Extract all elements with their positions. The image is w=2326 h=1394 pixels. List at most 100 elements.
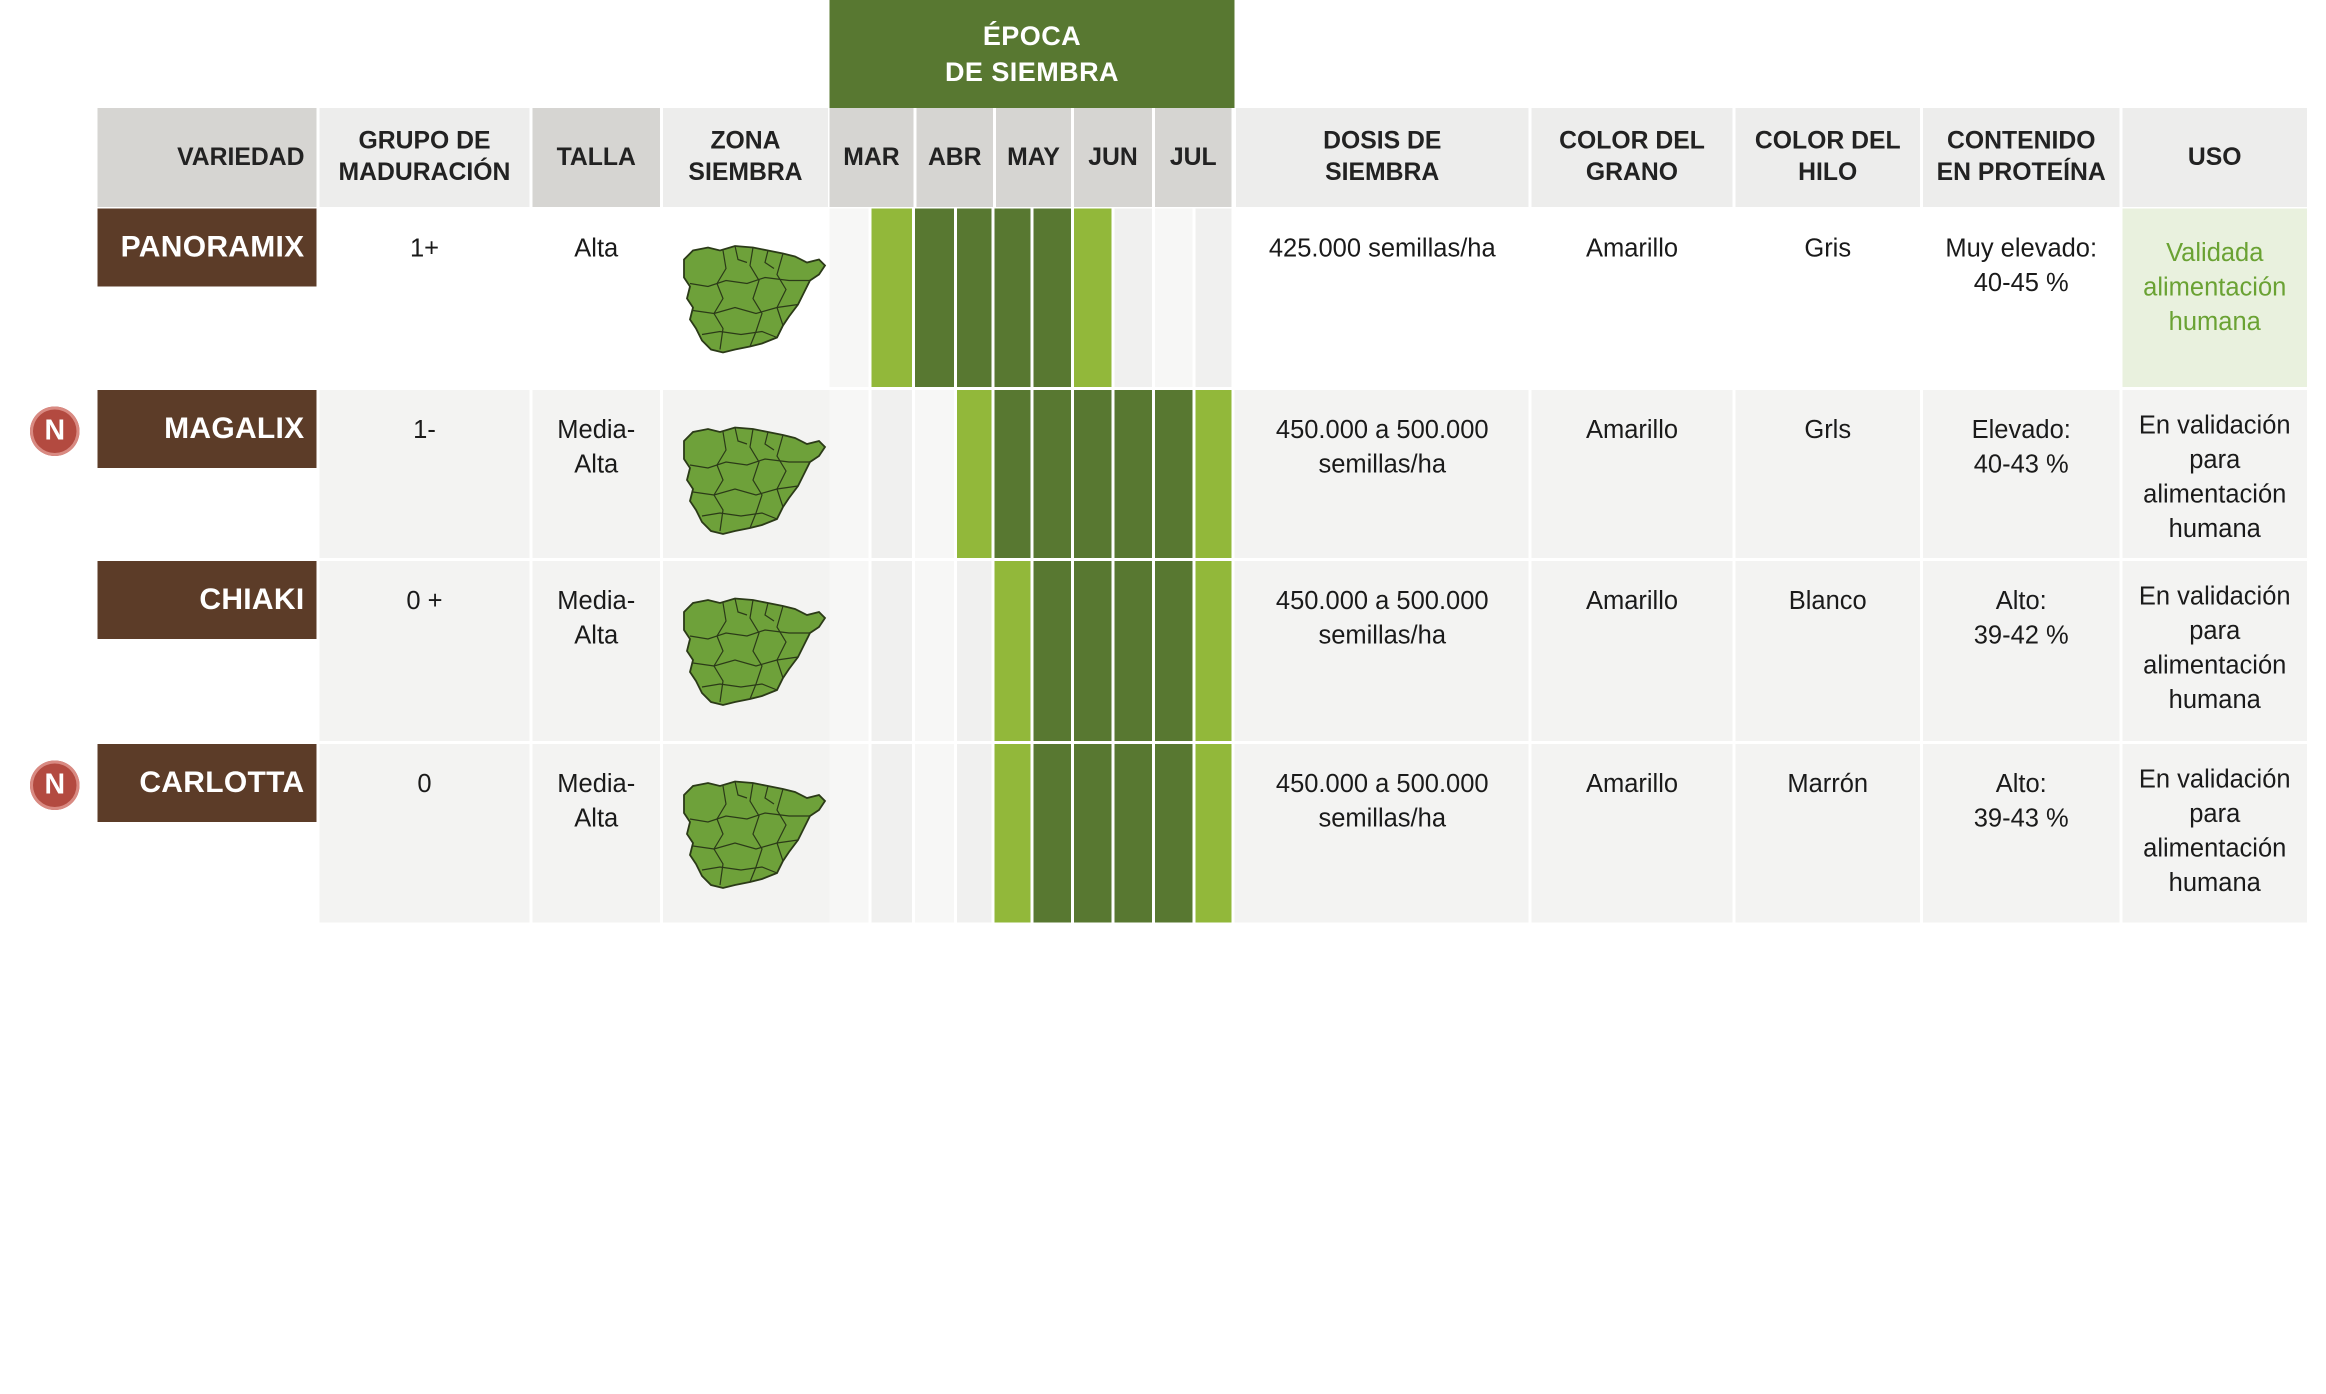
- header-zona-siembra-line: ZONA: [710, 127, 781, 155]
- header-grupo-maduracion-line: MADURACIÓN: [338, 159, 511, 186]
- sowing-season-title-line: DE SIEMBRA: [944, 57, 1119, 87]
- uso-cell-line: Validada: [2166, 238, 2264, 268]
- uso-cell-line: humana: [2168, 868, 2261, 898]
- contenido-proteina-cell: Alto: 39-43 %: [1923, 744, 2120, 923]
- header-contenido-proteina: CONTENIDO EN PROTEÍNA: [1923, 108, 2120, 207]
- dosis-siembra-cell-line: 450.000 a 500.000: [1275, 769, 1489, 799]
- variety-name-text: CARLOTTA: [139, 765, 305, 799]
- table-row-background: [319, 390, 2307, 558]
- header-color-hilo-line: COLOR DEL: [1754, 127, 1901, 155]
- contenido-proteina-cell: Alto: 39-42 %: [1923, 561, 2120, 741]
- sowing-period-cell-dark: [1114, 390, 1155, 558]
- color-hilo-cell-text: Grls: [1804, 415, 1852, 445]
- header-month-label: MAR: [843, 143, 900, 171]
- sowing-season-header: ÉPOCA DE SIEMBRA: [829, 0, 1235, 108]
- header-contenido-proteina-line: EN PROTEÍNA: [1936, 159, 2106, 186]
- grupo-maduracion-cell: 0: [320, 744, 530, 923]
- sowing-period-cell-none: [829, 561, 872, 741]
- contenido-proteina-cell-line: 39-42 %: [1973, 621, 2069, 650]
- column-divider: [660, 108, 663, 923]
- header-dosis-siembra-line: SIEMBRA: [1325, 159, 1440, 186]
- dosis-siembra-cell: 450.000 a 500.000 semillas/ha: [1236, 744, 1529, 923]
- header-contenido-proteina-text: CONTENIDO EN PROTEÍNA: [1937, 126, 2106, 189]
- color-grano-cell: Amarillo: [1532, 209, 1733, 388]
- sowing-period-cell-none: [915, 744, 957, 923]
- sowing-period-cell-none: [957, 744, 995, 923]
- contenido-proteina-cell-line: 40-43 %: [1973, 450, 2069, 479]
- header-month-label: ABR: [927, 143, 982, 171]
- sowing-period-cell-dark: [915, 208, 957, 387]
- table-row-background: [319, 561, 2307, 741]
- dosis-siembra-cell: 425.000 semillas/ha: [1236, 209, 1529, 388]
- column-divider: [1920, 108, 1923, 923]
- grupo-maduracion-cell: 1+: [320, 209, 530, 388]
- grupo-maduracion-cell-text: 0 +: [406, 586, 443, 616]
- column-divider: [529, 108, 533, 923]
- talla-cell: Media- Alta: [533, 390, 661, 558]
- spain-map-icon: [683, 597, 827, 706]
- header-color-grano-line: GRANO: [1585, 159, 1679, 186]
- sowing-period-cell-none: [829, 744, 872, 923]
- dosis-siembra-cell: 450.000 a 500.000 semillas/ha: [1236, 390, 1529, 558]
- sowing-period-cell-light: [1195, 561, 1235, 741]
- header-talla-text: TALLA: [556, 143, 636, 171]
- grupo-maduracion-cell-text: 0: [417, 769, 432, 799]
- uso-cell-line: alimentación: [2143, 480, 2287, 509]
- uso-cell-line: alimentación: [2143, 651, 2287, 680]
- dosis-siembra-cell-line: semillas/ha: [1318, 450, 1447, 479]
- row-divider: [318, 558, 2307, 561]
- color-hilo-cell-text: Marrón: [1787, 769, 1869, 799]
- header-dosis-siembra: DOSIS DE SIEMBRA: [1236, 108, 1529, 207]
- header-month-may: MAY: [996, 108, 1071, 207]
- header-color-hilo-text: COLOR DEL HILO: [1755, 126, 1901, 189]
- color-hilo-cell: Gris: [1736, 209, 1921, 388]
- header-month-jul: JUL: [1155, 108, 1232, 207]
- grupo-maduracion-cell-text: 1-: [413, 415, 436, 445]
- color-grano-cell-text: Amarillo: [1585, 234, 1679, 263]
- sowing-period-cell-none: [915, 390, 957, 558]
- uso-cell: En validación para alimentación humana: [2123, 390, 2308, 558]
- sowing-period-cell-none: [1155, 208, 1196, 387]
- contenido-proteina-cell-line: Alto:: [1995, 769, 2047, 799]
- sowing-period-cell-dark: [1033, 208, 1074, 387]
- uso-cell-line: alimentación: [2143, 273, 2287, 302]
- uso-cell-line: para: [2189, 445, 2241, 475]
- header-dosis-siembra-line: DOSIS DE: [1323, 127, 1442, 155]
- sowing-period-cell-dark: [957, 208, 995, 387]
- column-divider: [1732, 108, 1736, 923]
- new-variety-badge: N: [30, 760, 80, 810]
- talla-cell-line: Alta: [574, 450, 619, 479]
- table-row-background: [319, 208, 2307, 387]
- sowing-period-cell-dark: [1074, 744, 1115, 923]
- dosis-siembra-cell: 450.000 a 500.000 semillas/ha: [1236, 561, 1529, 741]
- header-color-grano: COLOR DEL GRANO: [1531, 108, 1733, 207]
- sowing-season-title-line: ÉPOCA: [982, 21, 1082, 51]
- contenido-proteina-cell: Elevado: 40-43 %: [1923, 390, 2120, 558]
- header-zona-siembra-line: SIEMBRA: [688, 159, 803, 186]
- talla-cell: Media- Alta: [533, 744, 661, 923]
- contenido-proteina-cell-line: Muy elevado:: [1945, 234, 2098, 263]
- sowing-period-cell-light: [1074, 208, 1115, 387]
- contenido-proteina-cell-line: Elevado:: [1971, 415, 2071, 445]
- grupo-maduracion-cell: 1-: [320, 390, 530, 558]
- dosis-siembra-cell-line: semillas/ha: [1318, 621, 1447, 650]
- sowing-period-cell-light: [1195, 390, 1235, 558]
- color-grano-cell-text: Amarillo: [1585, 769, 1679, 799]
- variety-name-text: MAGALIX: [164, 411, 305, 445]
- dosis-siembra-cell-line: 450.000 a 500.000: [1275, 415, 1489, 445]
- spain-map-icon: [683, 780, 827, 889]
- uso-cell: En validación para alimentación humana: [2123, 744, 2308, 923]
- sowing-period-cell-none: [915, 561, 957, 741]
- new-variety-badge: N: [30, 406, 80, 456]
- color-grano-cell: Amarillo: [1532, 390, 1733, 558]
- variety-name-text: CHIAKI: [199, 582, 305, 616]
- sowing-period-cell-dark: [994, 208, 1034, 387]
- sowing-period-cell-none: [871, 390, 915, 558]
- uso-cell: En validación para alimentación humana: [2123, 561, 2308, 741]
- contenido-proteina-cell-line: Alto:: [1995, 586, 2047, 616]
- color-grano-cell: Amarillo: [1532, 744, 1733, 923]
- column-divider: [316, 108, 320, 923]
- sowing-period-cell-none: [829, 208, 872, 387]
- spain-map-icon: [683, 426, 827, 535]
